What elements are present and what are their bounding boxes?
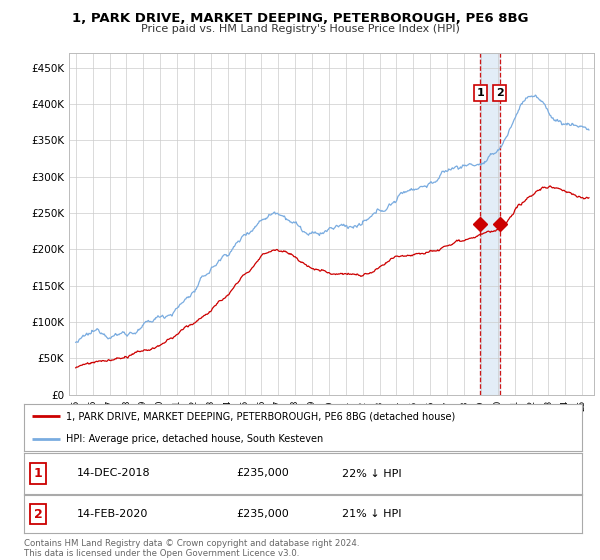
Text: 14-DEC-2018: 14-DEC-2018 — [77, 469, 151, 478]
Text: 1: 1 — [34, 467, 43, 480]
Text: Contains HM Land Registry data © Crown copyright and database right 2024.
This d: Contains HM Land Registry data © Crown c… — [24, 539, 359, 558]
Bar — [480, 53, 500, 395]
Text: 1: 1 — [476, 88, 484, 98]
Text: £235,000: £235,000 — [236, 509, 289, 519]
Text: 14-FEB-2020: 14-FEB-2020 — [77, 509, 148, 519]
Text: Price paid vs. HM Land Registry's House Price Index (HPI): Price paid vs. HM Land Registry's House … — [140, 24, 460, 34]
Text: £235,000: £235,000 — [236, 469, 289, 478]
Text: 21% ↓ HPI: 21% ↓ HPI — [342, 509, 401, 519]
Text: 1, PARK DRIVE, MARKET DEEPING, PETERBOROUGH, PE6 8BG (detached house): 1, PARK DRIVE, MARKET DEEPING, PETERBORO… — [66, 412, 455, 422]
Text: 2: 2 — [496, 88, 503, 98]
Text: 22% ↓ HPI: 22% ↓ HPI — [342, 469, 401, 478]
Text: HPI: Average price, detached house, South Kesteven: HPI: Average price, detached house, Sout… — [66, 433, 323, 444]
Text: 2: 2 — [34, 507, 43, 521]
Text: 1, PARK DRIVE, MARKET DEEPING, PETERBOROUGH, PE6 8BG: 1, PARK DRIVE, MARKET DEEPING, PETERBORO… — [72, 12, 528, 25]
